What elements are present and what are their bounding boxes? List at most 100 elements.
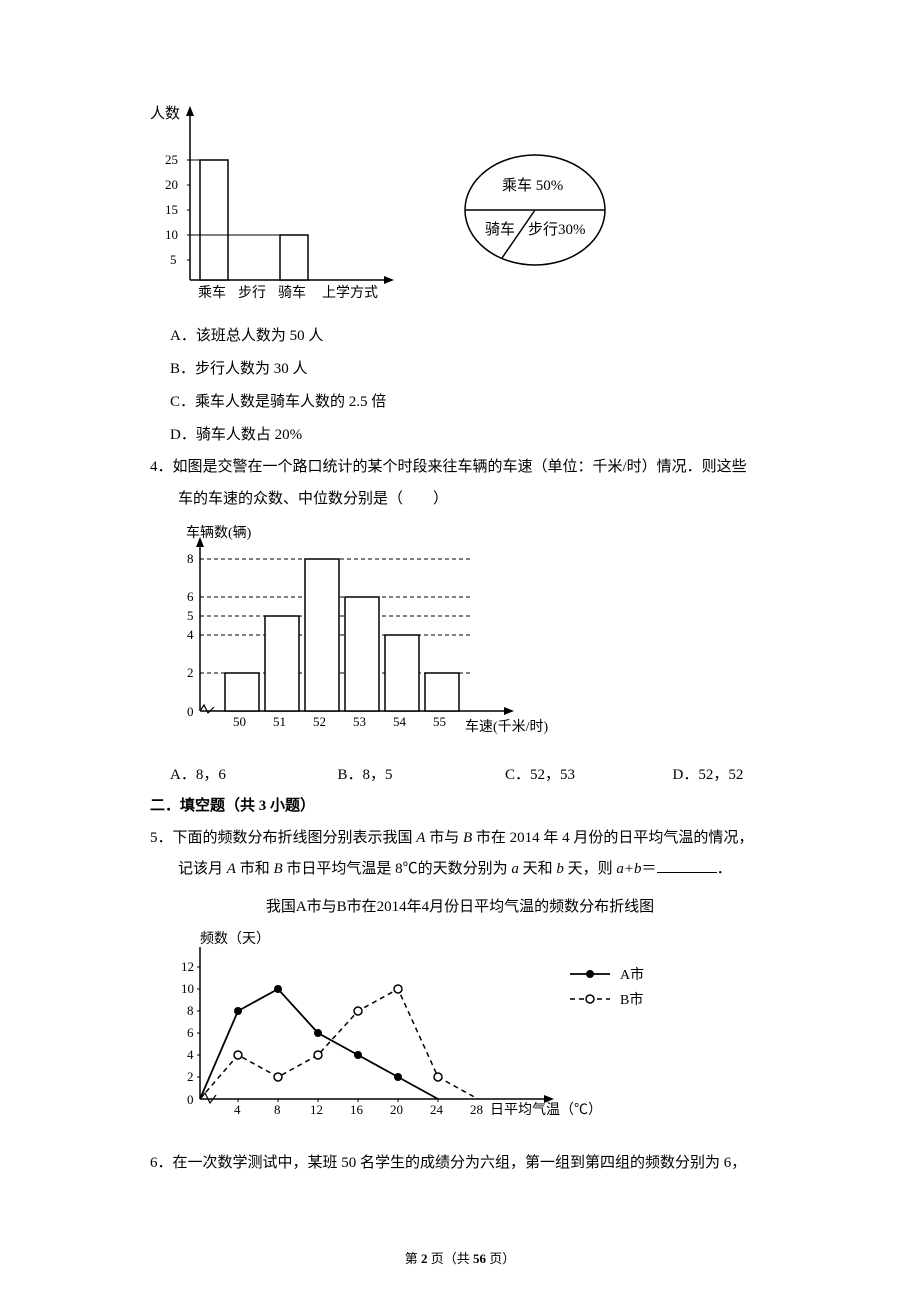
svg-text:10: 10 (181, 981, 194, 996)
series-a-line (200, 989, 438, 1099)
q4-bar-50 (225, 673, 259, 711)
svg-text:4: 4 (234, 1102, 241, 1117)
q3-option-c: C．乘车人数是骑车人数的 2.5 倍 (170, 386, 840, 419)
svg-text:2: 2 (187, 665, 194, 680)
svg-text:10: 10 (165, 227, 178, 242)
svg-text:50: 50 (233, 714, 246, 729)
q5-l2-m3: 天和 (519, 861, 557, 877)
svg-text:12: 12 (310, 1102, 323, 1117)
q5-l2-eq: ＝ (642, 861, 657, 877)
legend: A市 B市 (570, 966, 644, 1008)
q4-text2: 车的车速的众数、中位数分别是（ ） (178, 484, 840, 516)
q5-l2-ab: a+b (616, 861, 641, 877)
svg-text:55: 55 (433, 714, 446, 729)
pie-label-1: 骑车 (485, 221, 515, 238)
q3-pie-chart: 乘车 50% 骑车 步行30% (450, 130, 620, 300)
svg-text:54: 54 (393, 714, 407, 729)
footer-post: 页） (486, 1251, 515, 1266)
svg-text:6: 6 (187, 589, 194, 604)
pie-label-0: 乘车 50% (502, 177, 563, 194)
svg-text:0: 0 (187, 704, 194, 719)
footer-mid: 页（共 (427, 1251, 473, 1266)
q6-text: 6．在一次数学测试中，某班 50 名学生的成绩分为六组，第一组到第四组的频数分别… (150, 1148, 840, 1180)
q5-line-chart: 频数（天） 0 2 4 6 8 10 12 4 8 12 16 (170, 929, 700, 1129)
page-footer: 第 2 页（共 56 页） (0, 1245, 920, 1272)
bar-qiche (280, 235, 308, 280)
q4-options: A．8，6 B．8，5 C．52，53 D．52，52 (170, 760, 840, 792)
q4-bar-52 (305, 559, 339, 711)
q4-x-label: 车速(千米/时) (465, 718, 549, 735)
svg-text:20: 20 (390, 1102, 403, 1117)
q5-l1-m1: 市与 (425, 830, 463, 846)
svg-text:5: 5 (187, 608, 194, 623)
q4-bar-54 (385, 635, 419, 711)
q4-chart-wrap: 车辆数(辆) 0 2 4 5 6 8 (170, 521, 840, 754)
svg-text:53: 53 (353, 714, 366, 729)
q5-l2-m2: 市日平均气温是 8℃的天数分别为 (283, 861, 512, 877)
q5-y-label: 频数（天） (200, 931, 270, 947)
q3-option-d: D．骑车人数占 20% (170, 419, 840, 452)
xlabel-2: 骑车 (278, 284, 306, 301)
q3-option-a: A．该班总人数为 50 人 (170, 320, 840, 353)
q5-line1: 5．下面的频数分布折线图分别表示我国 A 市与 B 市在 2014 年 4 月份… (150, 823, 840, 855)
svg-text:51: 51 (273, 714, 286, 729)
svg-text:8: 8 (187, 551, 194, 566)
xlabel-1: 步行 (238, 285, 266, 301)
q5-l2-pre: 记该月 (178, 861, 227, 877)
legend-b: B市 (620, 991, 643, 1008)
x-axis-label: 上学方式 (322, 285, 378, 301)
svg-text:2: 2 (187, 1069, 194, 1084)
svg-text:20: 20 (165, 177, 178, 192)
pie-label-2: 步行30% (528, 221, 586, 238)
q3-option-b: B．步行人数为 30 人 (170, 353, 840, 386)
q4-bar-51 (265, 616, 299, 711)
svg-text:4: 4 (187, 627, 194, 642)
q3-bar-chart: 人数 5 10 15 20 25 乘车 步行 骑车 上学方式 (150, 100, 410, 310)
svg-text:8: 8 (187, 1003, 194, 1018)
svg-text:16: 16 (350, 1102, 364, 1117)
y-axis-label: 人数 (150, 105, 180, 122)
q4-y-label: 车辆数(辆) (186, 524, 252, 541)
q5-l2-A: A (227, 861, 236, 877)
svg-text:12: 12 (181, 959, 194, 974)
q5-l1-B: B (463, 830, 472, 846)
q5-l1-pre: 5．下面的频数分布折线图分别表示我国 (150, 830, 416, 846)
q5-l1-post: 市在 2014 年 4 月份的日平均气温的情况， (472, 830, 753, 846)
q4-bar-55 (425, 673, 459, 711)
q4-option-d: D．52，52 (673, 760, 841, 792)
q4-bar-53 (345, 597, 379, 711)
q5-chart-wrap: 频数（天） 0 2 4 6 8 10 12 4 8 12 16 (170, 929, 840, 1142)
q4-option-c: C．52，53 (505, 760, 673, 792)
svg-text:5: 5 (170, 252, 177, 267)
q5-l2-b: b (556, 861, 564, 877)
q4-option-a: A．8，6 (170, 760, 338, 792)
q5-l2-B: B (273, 861, 282, 877)
svg-text:25: 25 (165, 152, 178, 167)
q5-l2-post: ． (717, 861, 732, 877)
section-2-heading: 二．填空题（共 3 小题） (150, 791, 840, 823)
q5-xlast: 28 (470, 1102, 483, 1117)
q5-l2-a: a (511, 861, 519, 877)
svg-text:24: 24 (430, 1102, 444, 1117)
svg-text:8: 8 (274, 1102, 281, 1117)
q5-blank (657, 857, 717, 873)
q5-l2-m4: 天，则 (564, 861, 617, 877)
q5-chart-title: 我国A市与B市在2014年4月份日平均气温的频数分布折线图 (80, 892, 840, 924)
footer-total: 56 (473, 1251, 486, 1266)
svg-text:0: 0 (187, 1092, 194, 1107)
q5-l2-m1: 市和 (236, 861, 274, 877)
q5-x-label: 日平均气温（℃） (490, 1102, 602, 1118)
svg-text:52: 52 (313, 714, 326, 729)
xlabel-0: 乘车 (198, 284, 226, 301)
footer-pre: 第 (405, 1251, 421, 1266)
svg-text:15: 15 (165, 202, 178, 217)
svg-text:6: 6 (187, 1025, 194, 1040)
legend-a: A市 (620, 966, 644, 983)
q4-bar-chart: 车辆数(辆) 0 2 4 5 6 8 (170, 521, 550, 741)
q3-charts: 人数 5 10 15 20 25 乘车 步行 骑车 上学方式 (150, 100, 840, 310)
q5-line2: 记该月 A 市和 B 市日平均气温是 8℃的天数分别为 a 天和 b 天，则 a… (178, 854, 840, 886)
bar-chengche (200, 160, 228, 280)
q4-text1: 4．如图是交警在一个路口统计的某个时段来往车辆的车速（单位：千米/时）情况．则这… (150, 452, 840, 484)
svg-text:4: 4 (187, 1047, 194, 1062)
q4-option-b: B．8，5 (338, 760, 506, 792)
